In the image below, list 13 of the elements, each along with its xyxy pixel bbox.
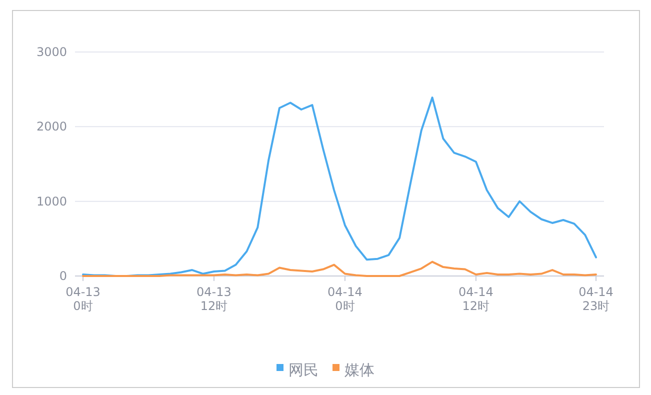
- y-tick-label: 3000: [36, 45, 67, 59]
- line-series: [82, 260, 597, 277]
- legend-label: 网民: [288, 361, 318, 380]
- y-tick-label: 2000: [36, 120, 67, 134]
- x-tick-label: 04-14 23时: [578, 285, 614, 313]
- legend-label: 媒体: [344, 361, 374, 380]
- x-tick-label: 04-14 12时: [458, 285, 494, 313]
- x-tick-label: 04-14 0时: [328, 285, 362, 313]
- y-tick-label: 1000: [36, 194, 67, 208]
- x-tick-label: 04-13 0时: [66, 285, 100, 313]
- y-tick-label: 0: [59, 269, 67, 283]
- line-series: [82, 96, 597, 277]
- x-tick-label: 04-13 12时: [196, 285, 232, 313]
